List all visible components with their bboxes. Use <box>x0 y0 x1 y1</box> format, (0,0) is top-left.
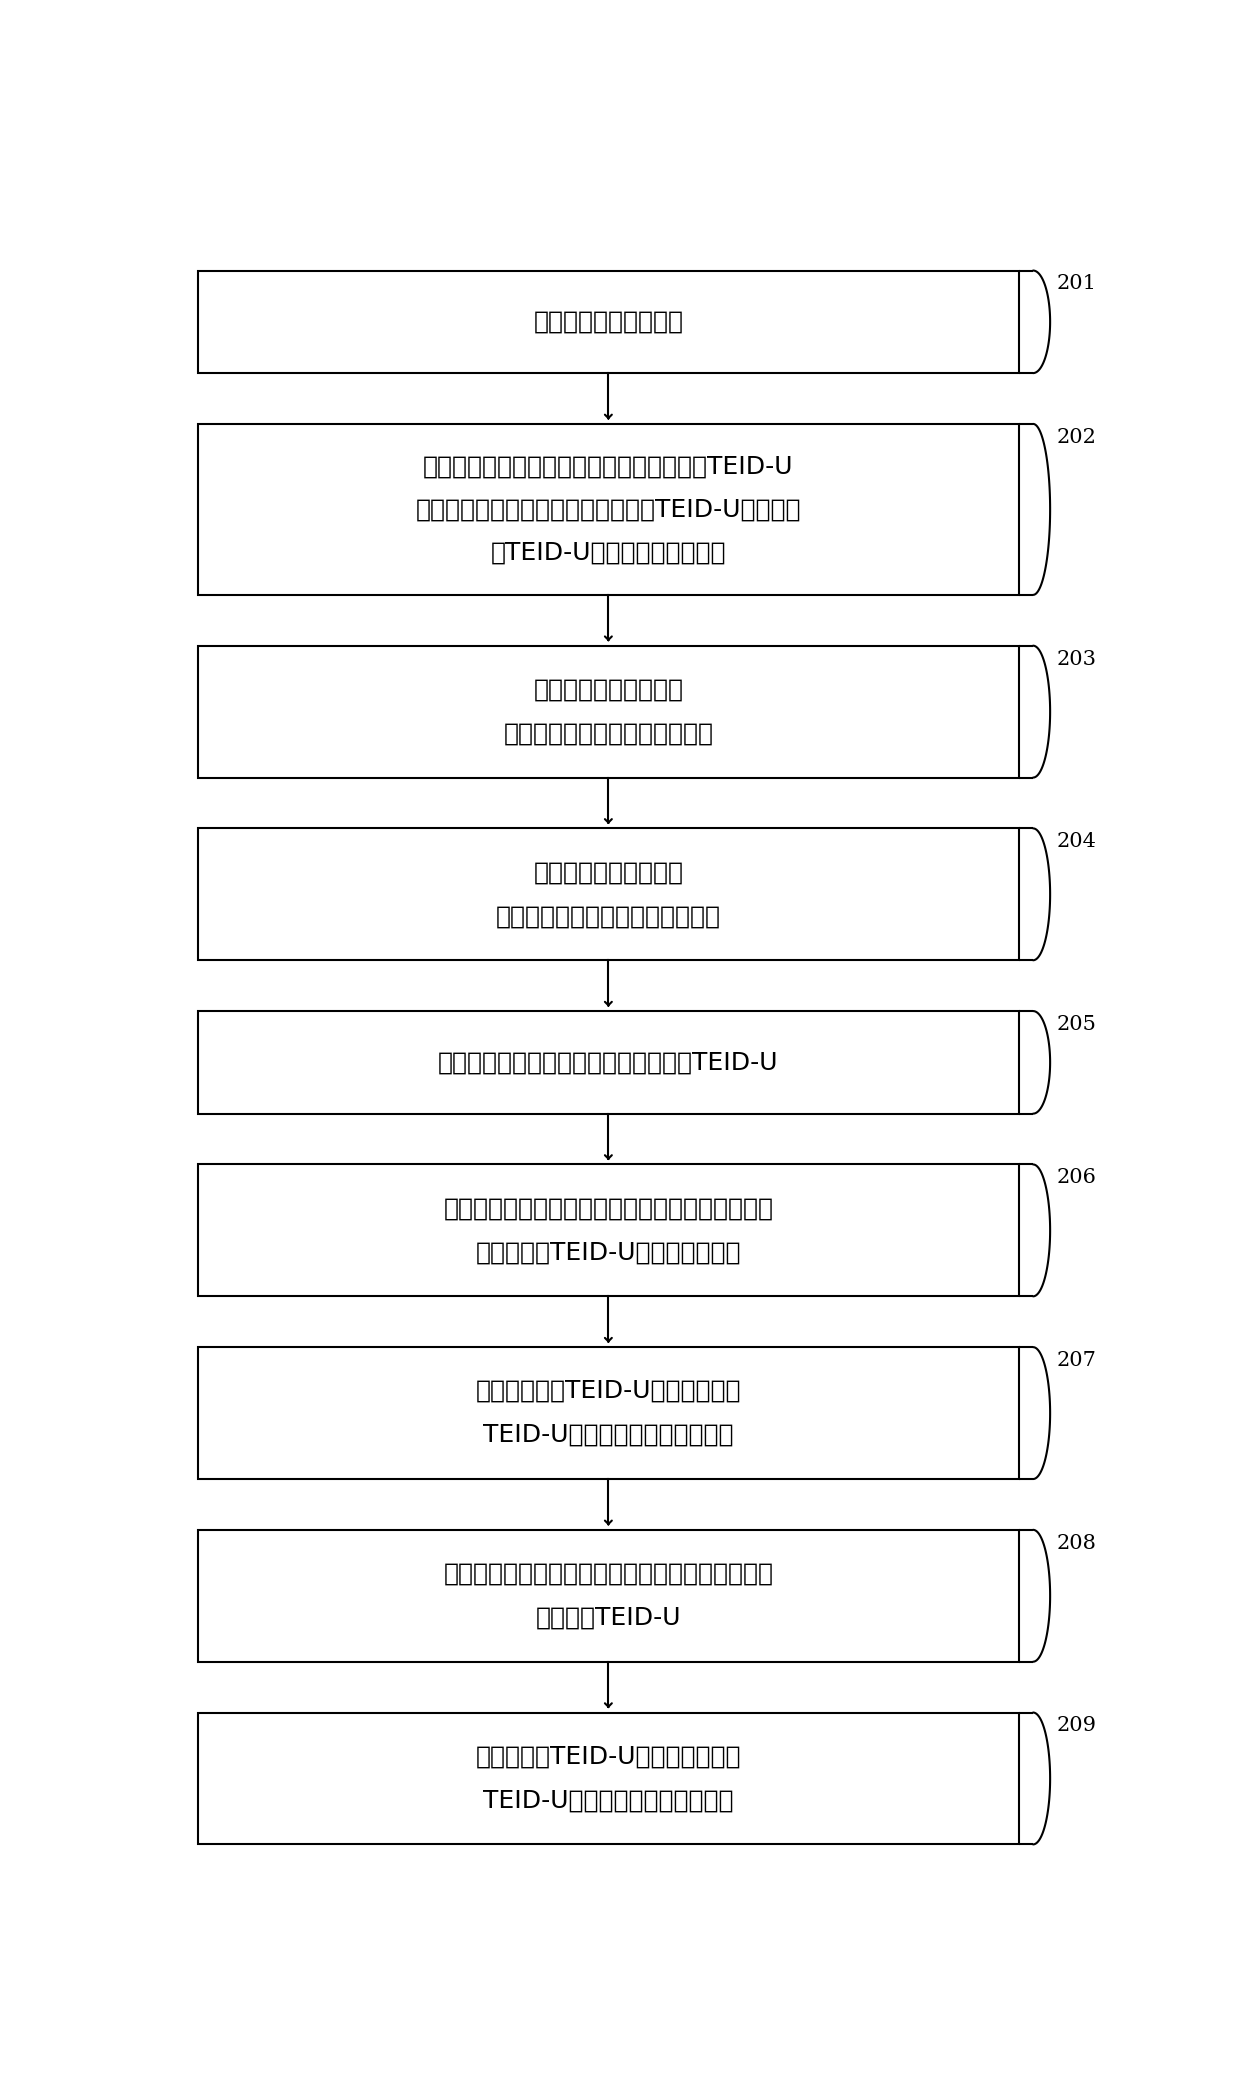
Text: 将未被使用的TEID-U作为被使用的: 将未被使用的TEID-U作为被使用的 <box>476 1380 742 1403</box>
Text: 206: 206 <box>1056 1168 1096 1187</box>
Text: 当终端建立承载时，从所述预设的第二链表中提取: 当终端建立承载时，从所述预设的第二链表中提取 <box>444 1196 774 1221</box>
Bar <box>197 1713 1019 1845</box>
Text: 209: 209 <box>1056 1717 1096 1736</box>
Text: 203: 203 <box>1056 649 1096 668</box>
Bar <box>197 423 1019 595</box>
Text: TEID-U存储到预设的第一链表中: TEID-U存储到预设的第一链表中 <box>484 1424 734 1447</box>
Bar <box>197 1346 1019 1478</box>
Text: 201: 201 <box>1056 274 1096 293</box>
Bar <box>197 1164 1019 1296</box>
Text: 在TEID-U中占用的第二比特数: 在TEID-U中占用的第二比特数 <box>491 540 727 563</box>
Text: 204: 204 <box>1056 831 1096 852</box>
Text: 202: 202 <box>1056 427 1096 446</box>
Text: 将被使用的TEID-U作为未被使用的: 将被使用的TEID-U作为未被使用的 <box>476 1744 742 1769</box>
Text: 基于所述第一比特数，: 基于所述第一比特数， <box>533 678 683 701</box>
Bar <box>197 645 1019 777</box>
Text: 为所述隧道终端标识分配第二标识: 为所述隧道终端标识分配第二标识 <box>496 905 720 928</box>
Text: 未被使用的TEID-U作为唯一的标识: 未被使用的TEID-U作为唯一的标识 <box>476 1240 742 1265</box>
Text: 207: 207 <box>1056 1351 1096 1369</box>
Text: 基于所述第二比特数，: 基于所述第二比特数， <box>533 861 683 884</box>
Text: 合并所述第一标识和所述第二标识获得TEID-U: 合并所述第一标识和所述第二标识获得TEID-U <box>438 1051 779 1074</box>
Text: 被使用的TEID-U: 被使用的TEID-U <box>536 1606 681 1629</box>
Text: 当终端释放承载时，从所述预设的第一链表中提取: 当终端释放承载时，从所述预设的第一链表中提取 <box>444 1562 774 1585</box>
Bar <box>197 829 1019 961</box>
Text: 中占用的第一比特数，以及确定所述TEID-U下级标识: 中占用的第一比特数，以及确定所述TEID-U下级标识 <box>415 498 801 521</box>
Text: 为所述业务板标识分配第一标识: 为所述业务板标识分配第一标识 <box>503 722 713 745</box>
Bar <box>197 1011 1019 1114</box>
Text: 确定终端的业务板数目: 确定终端的业务板数目 <box>533 310 683 333</box>
Bar <box>197 270 1019 373</box>
Bar <box>197 1531 1019 1663</box>
Text: 208: 208 <box>1056 1533 1096 1552</box>
Text: 依据所述业务板数目确定所述业务板标识在TEID-U: 依据所述业务板数目确定所述业务板标识在TEID-U <box>423 454 794 480</box>
Text: 205: 205 <box>1056 1016 1096 1034</box>
Text: TEID-U存储到预设的第二链表中: TEID-U存储到预设的第二链表中 <box>484 1788 734 1813</box>
